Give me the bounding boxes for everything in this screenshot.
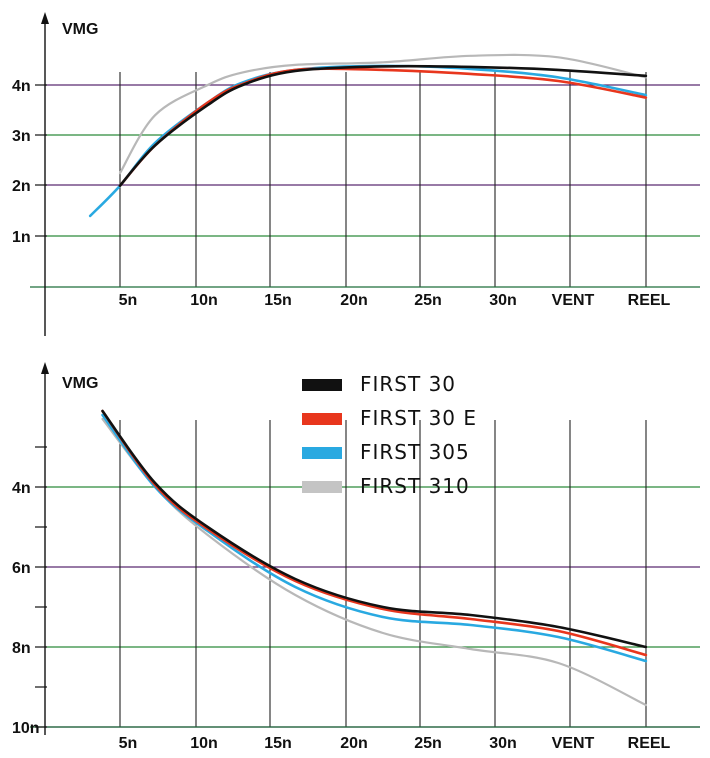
y-tick-label: 8n [12, 640, 31, 657]
legend-label: FIRST 310 [360, 474, 470, 498]
y-tick-label: 4n [12, 480, 31, 497]
x-tick-label: 15n [264, 735, 292, 752]
x-tick-label: 5n [119, 735, 138, 752]
x-tick-label: 15n [264, 292, 292, 309]
y-axis-arrow [41, 12, 49, 24]
legend-label: FIRST 30 [360, 372, 456, 396]
legend-swatch [302, 413, 342, 425]
y-axis-title: VMG [62, 375, 98, 392]
legend-swatch [302, 379, 342, 391]
series-line-first-30 [118, 64, 648, 187]
chart-panel-2: 4n 6n 8n 10n VMG 5n 10n 15n 20n 25n 30n VENT REEL [12, 362, 700, 752]
series-line-first-30 [101, 409, 648, 649]
legend-swatch [302, 447, 342, 459]
x-tick-label: VENT [552, 292, 595, 309]
y-axis-title: VMG [62, 21, 98, 38]
y-tick-label: 10n [12, 720, 40, 737]
legend: FIRST 30 FIRST 30 E FIRST 305 FIRST 310 [302, 372, 477, 498]
x-tick-label: 20n [340, 735, 368, 752]
x-tick-label: VENT [552, 735, 595, 752]
x-tick-label: REEL [628, 735, 671, 752]
y-tick-label: 6n [12, 560, 31, 577]
series-line-first-30-e [101, 409, 648, 657]
x-tick-label: 30n [489, 735, 517, 752]
legend-label: FIRST 305 [360, 440, 470, 464]
y-tick-label: 2n [12, 178, 31, 195]
series-line-first-30-e [118, 67, 648, 187]
x-tick-label: REEL [628, 292, 671, 309]
x-tick-label: 25n [414, 292, 442, 309]
x-tick-label: 10n [190, 292, 218, 309]
x-tick-label: 5n [119, 292, 138, 309]
x-tick-label: 30n [489, 292, 517, 309]
series-line-first-310 [118, 53, 647, 175]
y-tick-label: 3n [12, 128, 31, 145]
x-tick-label: 25n [414, 735, 442, 752]
chart-panel-1: 1n 2n 3n 4n VMG 5n 10n 15n 20n 25n 30n VENT REEL [12, 12, 700, 336]
y-tick-label: 1n [12, 229, 31, 246]
legend-swatch [302, 481, 342, 493]
series-line-first-305 [101, 413, 648, 663]
y-tick-label: 4n [12, 78, 31, 95]
x-tick-label: 10n [190, 735, 218, 752]
y-axis-arrow [41, 362, 49, 374]
legend-label: FIRST 30 E [360, 406, 477, 430]
x-tick-label: 20n [340, 292, 368, 309]
series-line-first-305 [88, 64, 648, 218]
